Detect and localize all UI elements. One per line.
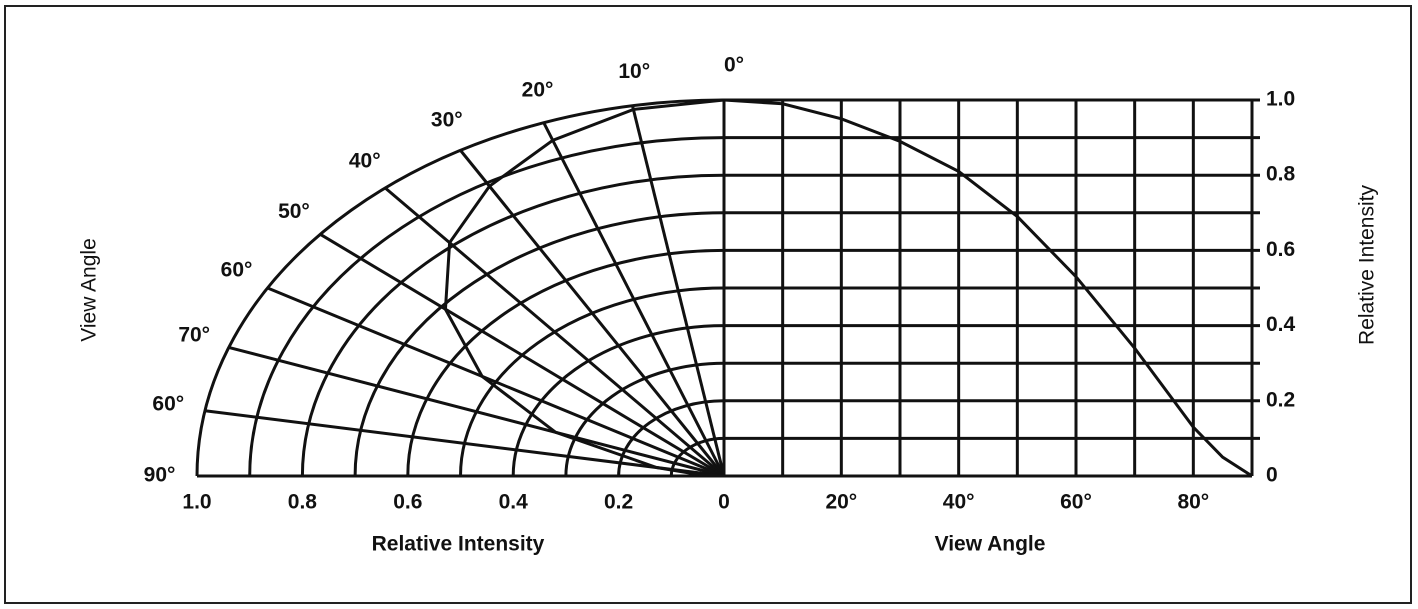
- angle-label: 30°: [431, 109, 463, 132]
- angle-label: 20°: [522, 78, 554, 101]
- x-tick-label: 80°: [1177, 491, 1209, 514]
- polar-grid-arc: [459, 286, 725, 477]
- r-tick-label: 1.0: [182, 491, 211, 514]
- x-tick-label: 20°: [825, 491, 857, 514]
- polar-grid-arc: [406, 248, 725, 477]
- angle-label: 60°: [152, 392, 184, 415]
- r-tick-label: 0: [718, 491, 730, 514]
- y-tick-label: 0.4: [1266, 313, 1296, 336]
- polar-spoke: [319, 233, 725, 478]
- polar-spoke: [267, 286, 725, 478]
- cartesian-y-label: Relative Intensity: [1356, 185, 1379, 345]
- r-tick-label: 0.2: [604, 491, 633, 514]
- polar-spoke: [459, 149, 726, 477]
- x-tick-label: 60°: [1060, 491, 1092, 514]
- x-tick-label: 40°: [943, 491, 975, 514]
- angle-label: 90°: [144, 464, 176, 487]
- polar-spoke: [631, 105, 726, 477]
- y-tick-label: 0.8: [1266, 163, 1296, 186]
- angle-label: 0°: [724, 54, 744, 77]
- angle-label: 50°: [278, 200, 310, 223]
- r-tick-label: 0.8: [288, 491, 318, 514]
- y-tick-label: 0.2: [1266, 388, 1295, 411]
- polar-grid-arc: [248, 136, 725, 477]
- cartesian-x-label: View Angle: [935, 533, 1046, 556]
- angle-label: 10°: [618, 60, 650, 83]
- polar-spoke: [204, 409, 725, 478]
- polar-spoke: [228, 345, 725, 478]
- angle-label: 40°: [349, 150, 381, 173]
- y-tick-label: 0.6: [1266, 238, 1295, 261]
- y-tick-label: 1.0: [1266, 88, 1295, 111]
- polar-grid-arc: [300, 173, 725, 477]
- intensity-curve: [723, 98, 1253, 478]
- r-tick-label: 0.4: [499, 491, 529, 514]
- polar-grid-arc: [511, 324, 725, 477]
- polar-grid-arc: [353, 211, 725, 477]
- r-tick-label: 0.6: [393, 491, 422, 514]
- polar-spoke: [384, 186, 725, 478]
- polar-spoke: [542, 121, 726, 477]
- y-tick-label: 0: [1266, 464, 1278, 487]
- polar-curve: [443, 98, 725, 478]
- polar-x-label: Relative Intensity: [372, 533, 545, 556]
- angle-label: 70°: [178, 323, 210, 346]
- angle-label: 60°: [221, 259, 253, 282]
- polar-y-label: View Angle: [78, 238, 101, 342]
- frame: [4, 5, 1412, 604]
- polar-grid-arc: [195, 98, 725, 477]
- polar-grid-arc: [564, 361, 725, 477]
- polar-grid-arc: [617, 399, 725, 477]
